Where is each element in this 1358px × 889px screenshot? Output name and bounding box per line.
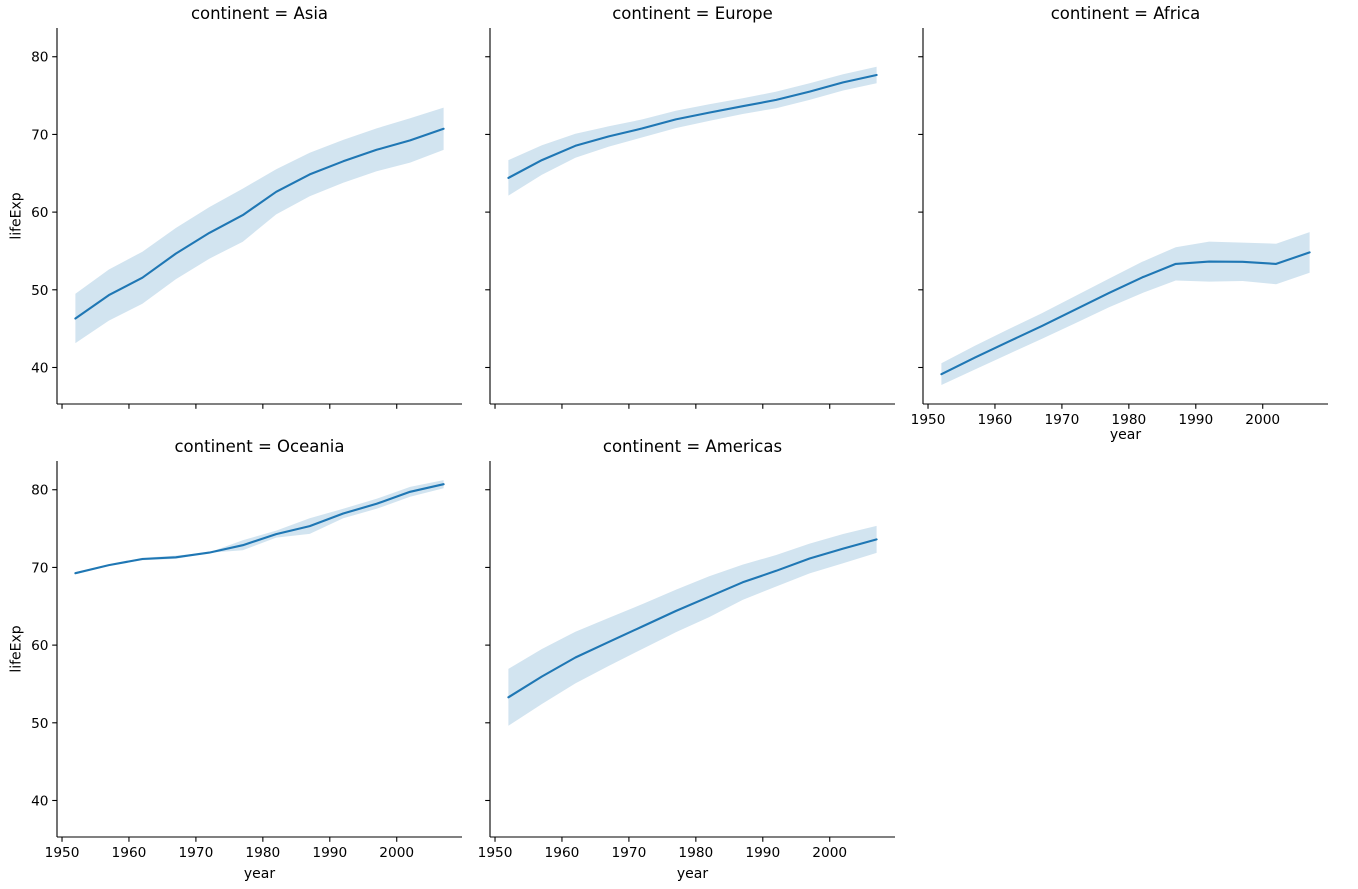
- facet-plot-oceania: 1950 1960 1970 1980 1990 2000 40 50 60 70 80: [31, 461, 462, 861]
- facet-oceania: continent = Oceania lifeExp year 1950 196…: [9, 437, 462, 882]
- facet-asia: continent = Asia lifeExp 40 50 60 70 80: [9, 4, 462, 409]
- mean-line: [507, 538, 878, 699]
- facet-plot-asia: 40 50 60 70 80: [31, 28, 462, 409]
- ci-band: [508, 525, 877, 726]
- x-tick-label: 1970: [178, 845, 213, 861]
- ci-band: [508, 66, 877, 196]
- y-tick-label: 60: [31, 205, 48, 221]
- facet-title-africa: continent = Africa: [1050, 4, 1201, 23]
- facet-americas: continent = Americas year 1950 1960 1970 19…: [478, 437, 895, 882]
- y-tick-label: 70: [31, 560, 48, 576]
- y-tick-label: 60: [31, 638, 48, 654]
- mean-line: [507, 73, 878, 179]
- facet-title-oceania: continent = Oceania: [174, 437, 345, 456]
- facet-plot-americas: 1950 1960 1970 1980 1990 2000: [478, 461, 895, 861]
- y-tick-label: 70: [31, 127, 48, 143]
- x-tick-label: 1990: [312, 845, 347, 861]
- facet-africa: continent = Africa year 1950 1960 1970 1980…: [911, 4, 1328, 443]
- x-axis-label-oceania: year: [243, 866, 276, 882]
- x-axis-label-americas: year: [676, 866, 709, 882]
- y-axis-label-text: lifeExp: [9, 625, 25, 673]
- x-tick-label: 2000: [1245, 412, 1280, 428]
- y-tick-label: 40: [31, 360, 48, 376]
- y-tick-label: 80: [31, 50, 48, 66]
- facet-europe: continent = Europe: [485, 4, 895, 409]
- x-axis-label-africa: year: [1109, 427, 1142, 443]
- facet-title-europe: continent = Europe: [612, 4, 773, 23]
- x-tick-label: 1960: [112, 845, 147, 861]
- x-tick-label: 2000: [812, 845, 847, 861]
- x-tick-label: 1970: [611, 845, 646, 861]
- y-axis-label-text: lifeExp: [9, 192, 25, 240]
- x-tick-label: 2000: [379, 845, 414, 861]
- x-tick-label: 1980: [678, 845, 713, 861]
- ci-band: [941, 232, 1310, 385]
- x-tick-label: 1950: [478, 845, 513, 861]
- facet-plot-europe: [485, 28, 895, 409]
- x-tick-label: 1980: [245, 845, 280, 861]
- y-tick-label: 40: [31, 793, 48, 809]
- facet-title-asia: continent = Asia: [190, 4, 329, 23]
- y-axis-label-row2: lifeExp: [5, 461, 29, 837]
- y-tick-label: 50: [31, 283, 48, 299]
- y-axis-label-row1: lifeExp: [5, 28, 29, 404]
- y-tick-label: 50: [31, 716, 48, 732]
- mean-line: [74, 483, 445, 575]
- facet-plot-africa: 1950 1960 1970 1980 1990 2000: [911, 28, 1328, 428]
- x-tick-label: 1970: [1044, 412, 1079, 428]
- x-tick-label: 1960: [978, 412, 1013, 428]
- x-tick-label: 1960: [545, 845, 580, 861]
- mean-line: [74, 127, 445, 320]
- x-tick-label: 1990: [745, 845, 780, 861]
- facet-title-americas: continent = Americas: [602, 437, 783, 456]
- x-tick-label: 1980: [1111, 412, 1146, 428]
- ci-band: [75, 107, 444, 344]
- x-tick-label: 1990: [1178, 412, 1213, 428]
- y-tick-label: 80: [31, 483, 48, 499]
- x-tick-label: 1950: [911, 412, 946, 428]
- x-tick-label: 1950: [45, 845, 80, 861]
- mean-line: [940, 251, 1311, 376]
